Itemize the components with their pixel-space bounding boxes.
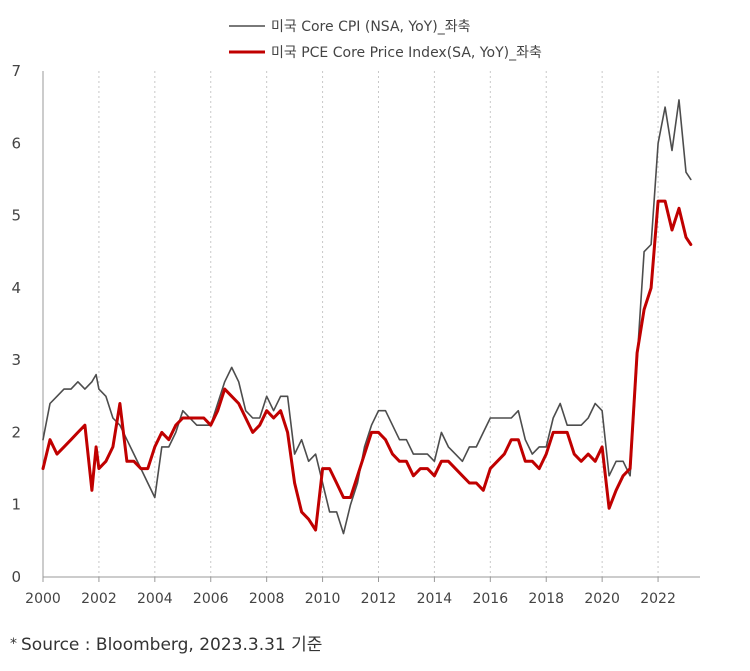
source-note: * Source : Bloomberg, 2023.3.31 기준 [10,630,322,655]
y-tick-label-0: 0 [11,568,21,586]
x-tick-label-2022: 2022 [640,591,676,607]
y-tick-label-1: 1 [11,496,21,514]
grid-lines [98,71,659,577]
y-tick-label-3: 3 [11,351,21,369]
series-line-1 [42,99,692,535]
y-tick-label-4: 4 [11,279,21,297]
y-tick-label-5: 5 [11,207,21,225]
x-tick-label-2002: 2002 [81,591,117,607]
x-tick-label-2010: 2010 [305,591,341,607]
x-tick-label-2008: 2008 [249,591,285,607]
x-tick-label-2020: 2020 [584,591,620,607]
series-group [41,99,693,535]
source-text: Source : Bloomberg, 2023.3.31 기준 [21,635,323,655]
x-tick-label-2018: 2018 [528,591,564,607]
x-tick-label-2012: 2012 [361,591,397,607]
x-tick-label-2014: 2014 [417,591,453,607]
y-tick-label-2: 2 [11,423,21,441]
axes [42,71,700,582]
legend-label-1: 미국 Core CPI (NSA, YoY)_좌축 [271,19,471,35]
y-tick-label-6: 6 [11,134,21,152]
series-line-2 [41,199,693,532]
x-tick-label-2004: 2004 [137,591,173,607]
x-tick-labels: 2000 2002 2004 2006 2008 2010 2012 2014 2016 2018… [25,591,676,607]
line-chart: 0 1 2 3 4 5 6 7 2000 2002 2004 2006 2008 2010 2012 201… [11,19,700,607]
y-tick-label-7: 7 [11,62,21,80]
legend-label-2: 미국 PCE Core Price Index(SA, YoY)_좌축 [271,45,542,61]
x-tick-label-2006: 2006 [193,591,229,607]
x-tick-label-2016: 2016 [472,591,508,607]
y-tick-labels: 0 1 2 3 4 5 6 7 [11,62,21,586]
source-star: * [10,636,17,652]
x-tick-label-2000: 2000 [25,591,61,607]
